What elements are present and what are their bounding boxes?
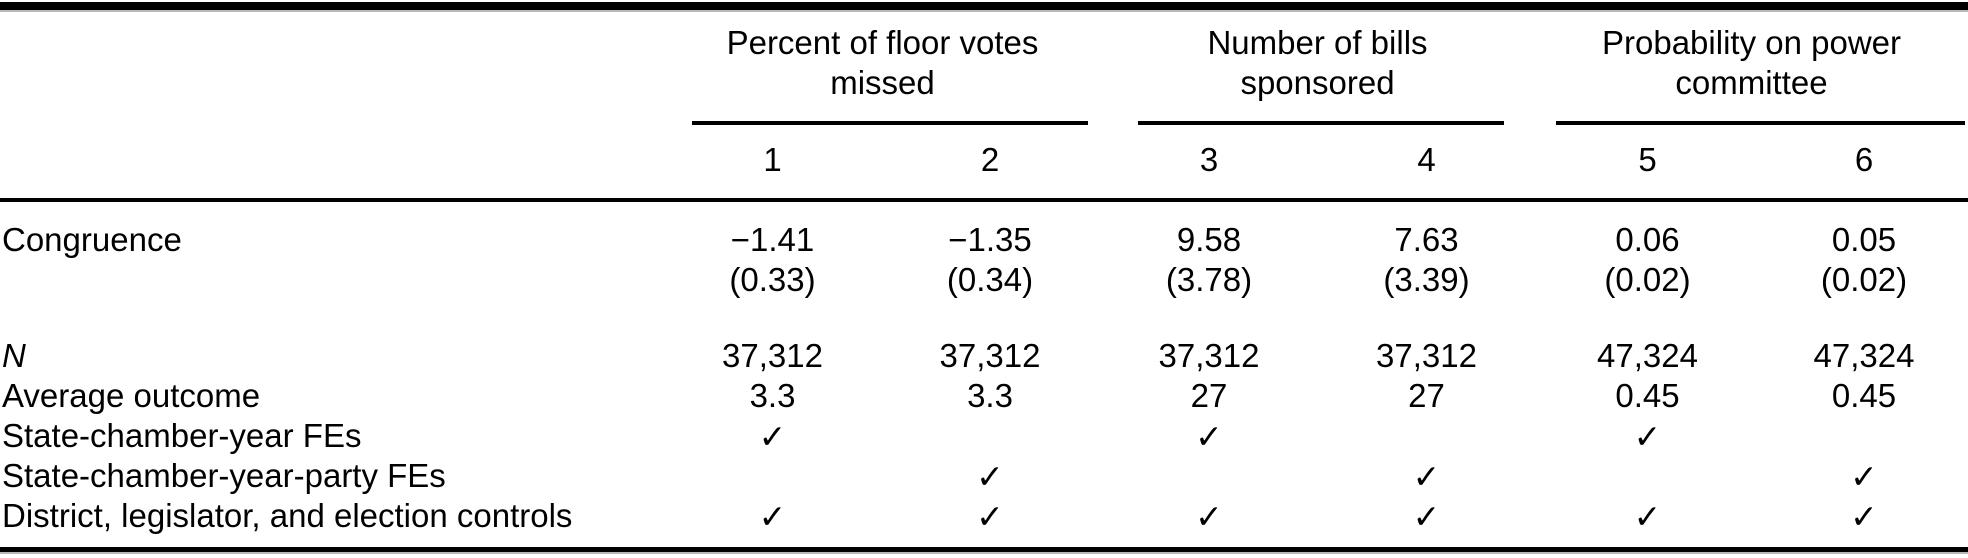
- column-number: 3: [1199, 140, 1219, 178]
- standard-error-cell: (3.78): [1165, 261, 1253, 298]
- column-group-header: Percent of floor votes missed: [665, 12, 1100, 121]
- value-cell: 37,312: [1376, 337, 1477, 374]
- value-cell: 37,312: [939, 337, 1041, 374]
- column-group-label: Number of bills sponsored: [1207, 24, 1428, 101]
- value-cell: 9.58: [1176, 221, 1242, 258]
- row-label: Congruence: [2, 221, 182, 258]
- table-row-congruence: Congruence −1.41 −1.35 9.58 7.63 0.06 0.…: [0, 220, 1968, 260]
- checkmark-cell: [1100, 456, 1318, 496]
- table-row-district-legislator-election-controls: District, legislator, and election contr…: [0, 496, 1968, 536]
- checkmark-cell: [665, 456, 880, 496]
- column-group-header: Probability on power committee: [1535, 12, 1968, 121]
- column-numbers-row: 1 2 3 4 5 6: [0, 125, 1968, 202]
- table-row-state-chamber-year-party-fes: State-chamber-year-party FEs ✓ ✓ ✓: [0, 456, 1968, 496]
- standard-error-cell: (0.02): [1604, 261, 1691, 298]
- value-cell: 3.3: [967, 377, 1013, 414]
- row-label: [0, 260, 665, 300]
- standard-error-cell: (0.02): [1820, 261, 1908, 298]
- checkmark-cell: ✓: [1633, 496, 1662, 536]
- checkmark-cell: [1535, 456, 1760, 496]
- group-spanner-rule: [1556, 121, 1965, 125]
- checkmark-cell: ✓: [1412, 496, 1441, 536]
- column-group-label: Percent of floor votes missed: [726, 24, 1039, 101]
- value-cell: 47,324: [1813, 337, 1915, 374]
- spacer: [0, 202, 1968, 220]
- bottom-rule: [0, 547, 1968, 552]
- row-label: State-chamber-year FEs: [2, 417, 362, 454]
- table-row-congruence-se: (0.33) (0.34) (3.78) (3.39) (0.02) (0.02…: [0, 260, 1968, 300]
- column-group-header-row: Percent of floor votes missed Number of …: [0, 12, 1968, 121]
- column-number: 5: [1638, 140, 1657, 178]
- column-number: 1: [763, 140, 782, 178]
- checkmark-cell: ✓: [1633, 416, 1662, 456]
- top-rule-shadow: [0, 10, 1968, 12]
- column-number: 2: [980, 140, 1000, 178]
- spacer: [0, 536, 1968, 547]
- bottom-rule-shadow: [0, 552, 1968, 554]
- group-spanner-rule: [692, 121, 1088, 125]
- standard-error-cell: (0.34): [946, 261, 1034, 298]
- standard-error-cell: (0.33): [729, 261, 816, 298]
- value-cell: 27: [1190, 377, 1228, 414]
- row-label: State-chamber-year-party FEs: [2, 457, 446, 494]
- value-cell: 0.06: [1615, 221, 1680, 258]
- value-cell: 0.45: [1831, 377, 1897, 414]
- numbers-stub-cell: [0, 125, 665, 198]
- value-cell: 0.45: [1615, 377, 1680, 414]
- checkmark-cell: ✓: [1412, 456, 1441, 496]
- checkmark-cell: ✓: [1195, 496, 1223, 536]
- value-cell: 47,324: [1597, 337, 1698, 374]
- column-number: 6: [1854, 140, 1874, 178]
- group-spanner-rules: [0, 121, 1968, 125]
- checkmark-cell: ✓: [1850, 496, 1878, 536]
- checkmark-cell: [1760, 416, 1968, 456]
- checkmark-cell: ✓: [758, 496, 787, 536]
- value-cell: 37,312: [722, 337, 823, 374]
- value-cell: 3.3: [749, 377, 796, 414]
- checkmark-cell: [1318, 416, 1535, 456]
- value-cell: −1.41: [730, 221, 815, 258]
- column-group-label: Probability on power committee: [1602, 24, 1901, 101]
- column-group-header: Number of bills sponsored: [1100, 12, 1535, 121]
- checkmark-cell: ✓: [1850, 456, 1878, 496]
- table-row-average-outcome: Average outcome 3.3 3.3 27 27 0.45 0.45: [0, 376, 1968, 416]
- checkmark-cell: [880, 416, 1100, 456]
- row-label: N: [2, 337, 26, 374]
- checkmark-cell: ✓: [976, 496, 1004, 536]
- row-label: Average outcome: [2, 377, 261, 414]
- checkmark-cell: ✓: [1195, 416, 1223, 456]
- value-cell: 27: [1408, 377, 1445, 414]
- row-label: District, legislator, and election contr…: [2, 497, 573, 534]
- table-row-state-chamber-year-fes: State-chamber-year FEs ✓ ✓ ✓: [0, 416, 1968, 456]
- group-spanner-rule: [1138, 121, 1504, 125]
- standard-error-cell: (3.39): [1383, 261, 1470, 298]
- value-cell: 7.63: [1394, 221, 1459, 258]
- checkmark-cell: ✓: [976, 456, 1004, 496]
- header-stub-cell: [0, 12, 665, 121]
- value-cell: 37,312: [1158, 337, 1260, 374]
- spacer: [0, 300, 1968, 336]
- checkmark-cell: ✓: [758, 416, 787, 456]
- column-number: 4: [1417, 140, 1436, 178]
- value-cell: −1.35: [948, 221, 1032, 258]
- table-row-n: N 37,312 37,312 37,312 37,312 47,324 47,…: [0, 336, 1968, 376]
- value-cell: 0.05: [1831, 221, 1897, 258]
- top-rule: [0, 2, 1968, 10]
